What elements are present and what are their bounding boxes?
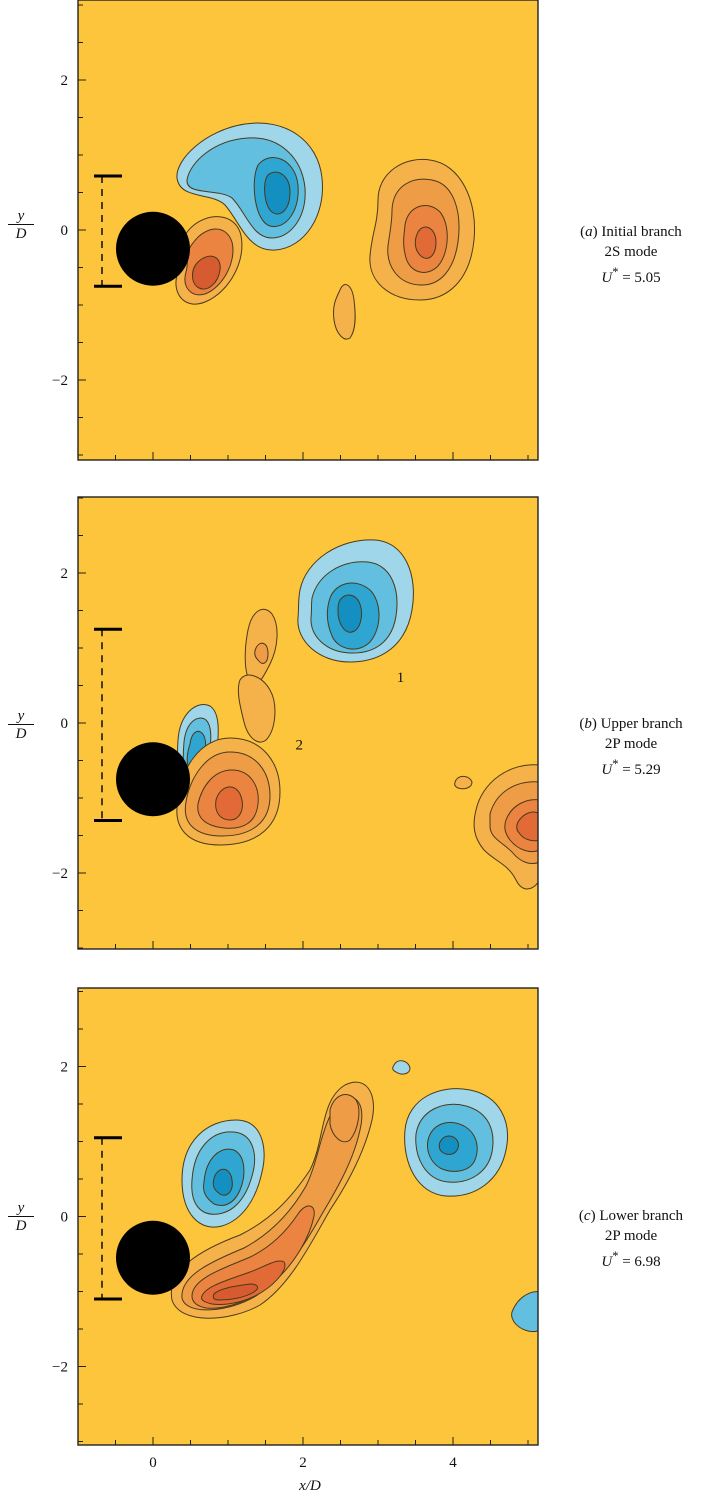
caption-branch: Upper branch [600, 716, 683, 732]
caption-mode: 2S mode [604, 244, 658, 260]
panel-a-annotations: 2 0 −2 [52, 0, 539, 461]
panel-b-vortex-2 [237, 608, 278, 743]
panel-c-negative-vortex-near [181, 1119, 265, 1228]
panel-a [78, 0, 538, 460]
caption-branch-line: (a) Initial branch [580, 224, 682, 240]
panel-a-negative-vortex [176, 122, 323, 251]
caption-branch: Initial branch [601, 224, 682, 240]
panel-a-small-vortex [333, 284, 356, 340]
ylabel-numerator: y [17, 1200, 25, 1216]
caption-ustar-value: = 5.05 [622, 270, 661, 286]
panel-b [78, 497, 538, 949]
panel-b-cylinder [116, 742, 190, 817]
ylabel-numerator: y [17, 708, 25, 724]
panel-a-ylabel: y D [8, 208, 34, 243]
panel-c-small-vortex [392, 1060, 411, 1075]
ylabel-numerator: y [17, 208, 25, 224]
x-tick-label: 0 [149, 1455, 157, 1471]
panel-a-positive-vortex-near [175, 216, 243, 305]
caption-branch: Lower branch [599, 1208, 684, 1224]
panel-c-cylinder [116, 1220, 190, 1295]
panel-c-caption: (c) Lower branch 2P mode U* = 6.98 [548, 1206, 714, 1272]
y-tick-label: −2 [52, 1360, 68, 1376]
caption-mode: 2P mode [604, 736, 658, 752]
caption-letter: b [584, 716, 592, 732]
panel-b-positive-vortex-far [473, 764, 538, 890]
x-axis-label: x/D [299, 1478, 321, 1494]
vortex-label: 2 [296, 737, 304, 753]
panel-a-caption: (a) Initial branch 2S mode U* = 5.05 [548, 222, 714, 288]
y-tick-label: −2 [52, 373, 68, 389]
caption-branch-line: (c) Lower branch [578, 1208, 684, 1224]
panel-b-small-vortex [454, 775, 473, 790]
panel-b-vortex-1 [297, 539, 414, 663]
panel-c-positive-vortex-elongated [170, 1081, 374, 1319]
panel-c-annotations: 2 0 −2 0 2 4 [52, 987, 539, 1471]
x-tick-label: 4 [449, 1455, 457, 1471]
caption-letter: c [583, 1208, 591, 1224]
panel-b-background [78, 497, 538, 949]
panel-b-caption: (b) Upper branch 2P mode U* = 5.29 [548, 714, 714, 780]
caption-ustar-value: = 6.98 [622, 1254, 661, 1270]
x-tick-label: 2 [299, 1455, 307, 1471]
y-tick-label: 0 [61, 716, 69, 732]
caption-letter: a [585, 224, 593, 240]
caption-ustar: U* = 6.98 [601, 1249, 661, 1270]
caption-mode: 2P mode [604, 1228, 658, 1244]
y-tick-label: 0 [61, 223, 69, 239]
caption-ustar-symbol: U [601, 762, 613, 778]
panel-c [78, 988, 538, 1445]
y-tick-label: 0 [61, 1210, 69, 1226]
ylabel-denominator: D [8, 1216, 34, 1235]
panel-a-positive-vortex-far [369, 158, 476, 301]
panel-c-edge-vortex [511, 1291, 538, 1333]
caption-ustar: U* = 5.05 [601, 265, 661, 286]
panel-b-ylabel: y D [8, 708, 34, 743]
caption-ustar-symbol: U [601, 1254, 613, 1270]
panel-b-positive-vortex-near [176, 737, 281, 846]
caption-ustar: U* = 5.29 [601, 757, 661, 778]
y-tick-label: −2 [52, 866, 68, 882]
y-tick-label: 2 [61, 566, 69, 582]
panel-b-annotations: 1 2 2 0 −2 [52, 496, 539, 950]
y-tick-label: 2 [61, 73, 69, 89]
panel-c-negative-vortex-far [404, 1088, 508, 1197]
vortex-label: 1 [397, 670, 405, 686]
panel-c-ylabel: y D [8, 1200, 34, 1235]
caption-branch-line: (b) Upper branch [579, 716, 683, 732]
ylabel-denominator: D [8, 724, 34, 743]
caption-ustar-symbol: U [601, 270, 613, 286]
caption-ustar-value: = 5.29 [622, 762, 661, 778]
ylabel-denominator: D [8, 224, 34, 243]
y-tick-label: 2 [61, 1060, 69, 1076]
panel-a-cylinder [116, 211, 190, 286]
